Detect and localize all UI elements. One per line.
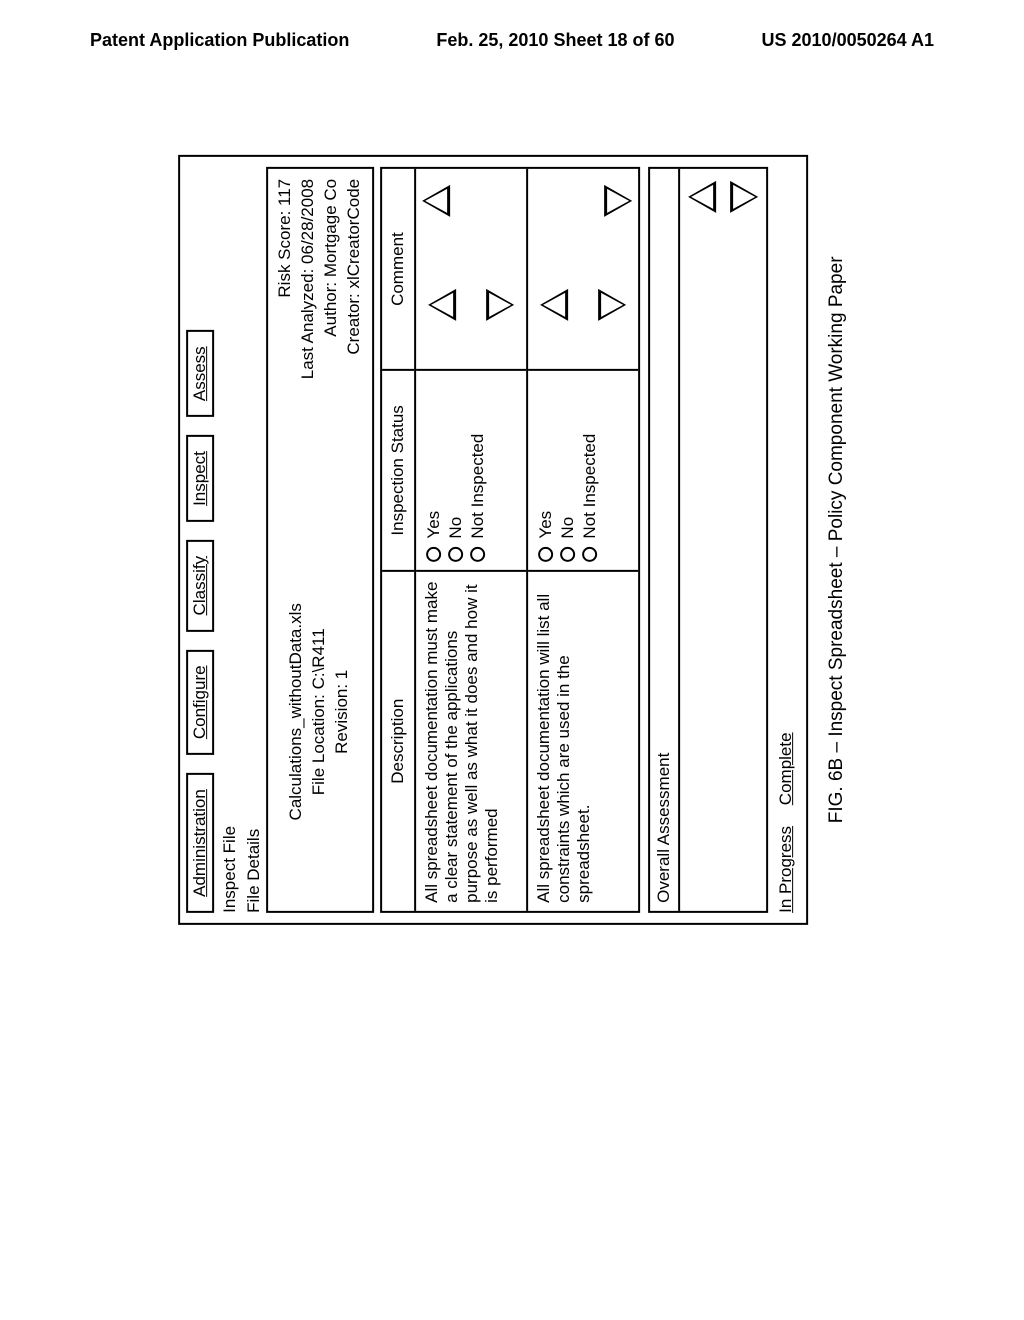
tab-inspect[interactable]: Inspect: [186, 435, 214, 522]
footer-links: In Progress Complete: [776, 167, 796, 913]
radio-no-label: No: [558, 517, 578, 539]
file-details-label: File Details: [244, 167, 264, 913]
file-details-left: Calculations_withoutData.xls File Locati…: [286, 523, 355, 901]
creator: Creator: xlCreatorCode: [343, 179, 366, 523]
radio-yes-icon[interactable]: [426, 547, 441, 562]
inspection-grid: Description Inspection Status Comment Al…: [380, 167, 640, 913]
scroll-down-icon[interactable]: [730, 181, 758, 213]
radio-yes-label: Yes: [536, 511, 556, 539]
scroll-up-icon[interactable]: [428, 289, 456, 321]
file-revision: Revision: 1: [331, 523, 354, 901]
radio-notinspected-icon[interactable]: [470, 547, 485, 562]
radio-yes-label: Yes: [424, 511, 444, 539]
link-complete[interactable]: Complete: [776, 733, 795, 806]
file-location: File Location: C:\R411: [309, 523, 332, 901]
scroll-up-icon[interactable]: [688, 181, 716, 213]
scroll-up-large-icon[interactable]: [422, 185, 450, 217]
radio-yes-icon[interactable]: [538, 547, 553, 562]
scroll-down-icon[interactable]: [598, 289, 626, 321]
link-in-progress[interactable]: In Progress: [776, 826, 795, 913]
col-comment: Comment: [382, 169, 414, 369]
scroll-down-icon[interactable]: [486, 289, 514, 321]
figure-caption: FIG. 6B – Inspect Spreadsheet – Policy C…: [826, 155, 848, 925]
row-status: Yes No Not Inspected: [528, 369, 638, 569]
header-center: Feb. 25, 2010 Sheet 18 of 60: [436, 30, 674, 51]
grid-row: All spreadsheet documentation will list …: [526, 169, 638, 911]
grid-row: All spreadsheet documentation must make …: [416, 169, 526, 911]
grid-header-row: Description Inspection Status Comment: [382, 169, 416, 911]
risk-score: Risk Score: 117: [274, 179, 297, 523]
author: Author: Mortgage Co: [320, 179, 343, 523]
scroll-down-large-icon[interactable]: [604, 185, 632, 217]
col-status: Inspection Status: [382, 369, 414, 569]
row-status: Yes No Not Inspected: [416, 369, 526, 569]
row-comment: [528, 169, 638, 369]
radio-notinspected-label: Not Inspected: [580, 434, 600, 539]
file-details-panel: Calculations_withoutData.xls File Locati…: [266, 167, 374, 913]
header-right: US 2010/0050264 A1: [762, 30, 934, 51]
row-comment: [416, 169, 526, 369]
row-description: All spreadsheet documentation must make …: [416, 570, 526, 911]
radio-no-icon[interactable]: [448, 547, 463, 562]
tab-classify[interactable]: Classify: [186, 540, 214, 632]
page-header: Patent Application Publication Feb. 25, …: [0, 0, 1024, 61]
radio-no-icon[interactable]: [560, 547, 575, 562]
radio-notinspected-icon[interactable]: [582, 547, 597, 562]
radio-notinspected-label: Not Inspected: [468, 434, 488, 539]
overall-assessment-title: Overall Assessment: [650, 169, 680, 911]
application-window: Administration Configure Classify Inspec…: [178, 155, 808, 925]
file-details-right: Risk Score: 117 Last Analyzed: 06/28/200…: [274, 179, 366, 523]
last-analyzed: Last Analyzed: 06/28/2008: [297, 179, 320, 523]
tab-assess[interactable]: Assess: [186, 330, 214, 417]
tab-bar: Administration Configure Classify Inspec…: [186, 167, 214, 913]
tab-administration[interactable]: Administration: [186, 773, 214, 913]
figure-container: Administration Configure Classify Inspec…: [128, 155, 898, 925]
inspect-file-label: Inspect File: [220, 167, 240, 913]
file-name: Calculations_withoutData.xls: [286, 523, 309, 901]
overall-assessment-panel: Overall Assessment: [648, 167, 768, 913]
overall-assessment-body: [680, 169, 766, 911]
row-description: All spreadsheet documentation will list …: [528, 570, 638, 911]
col-description: Description: [382, 570, 414, 911]
header-left: Patent Application Publication: [90, 30, 349, 51]
radio-no-label: No: [446, 517, 466, 539]
scroll-up-icon[interactable]: [540, 289, 568, 321]
tab-configure[interactable]: Configure: [186, 650, 214, 756]
